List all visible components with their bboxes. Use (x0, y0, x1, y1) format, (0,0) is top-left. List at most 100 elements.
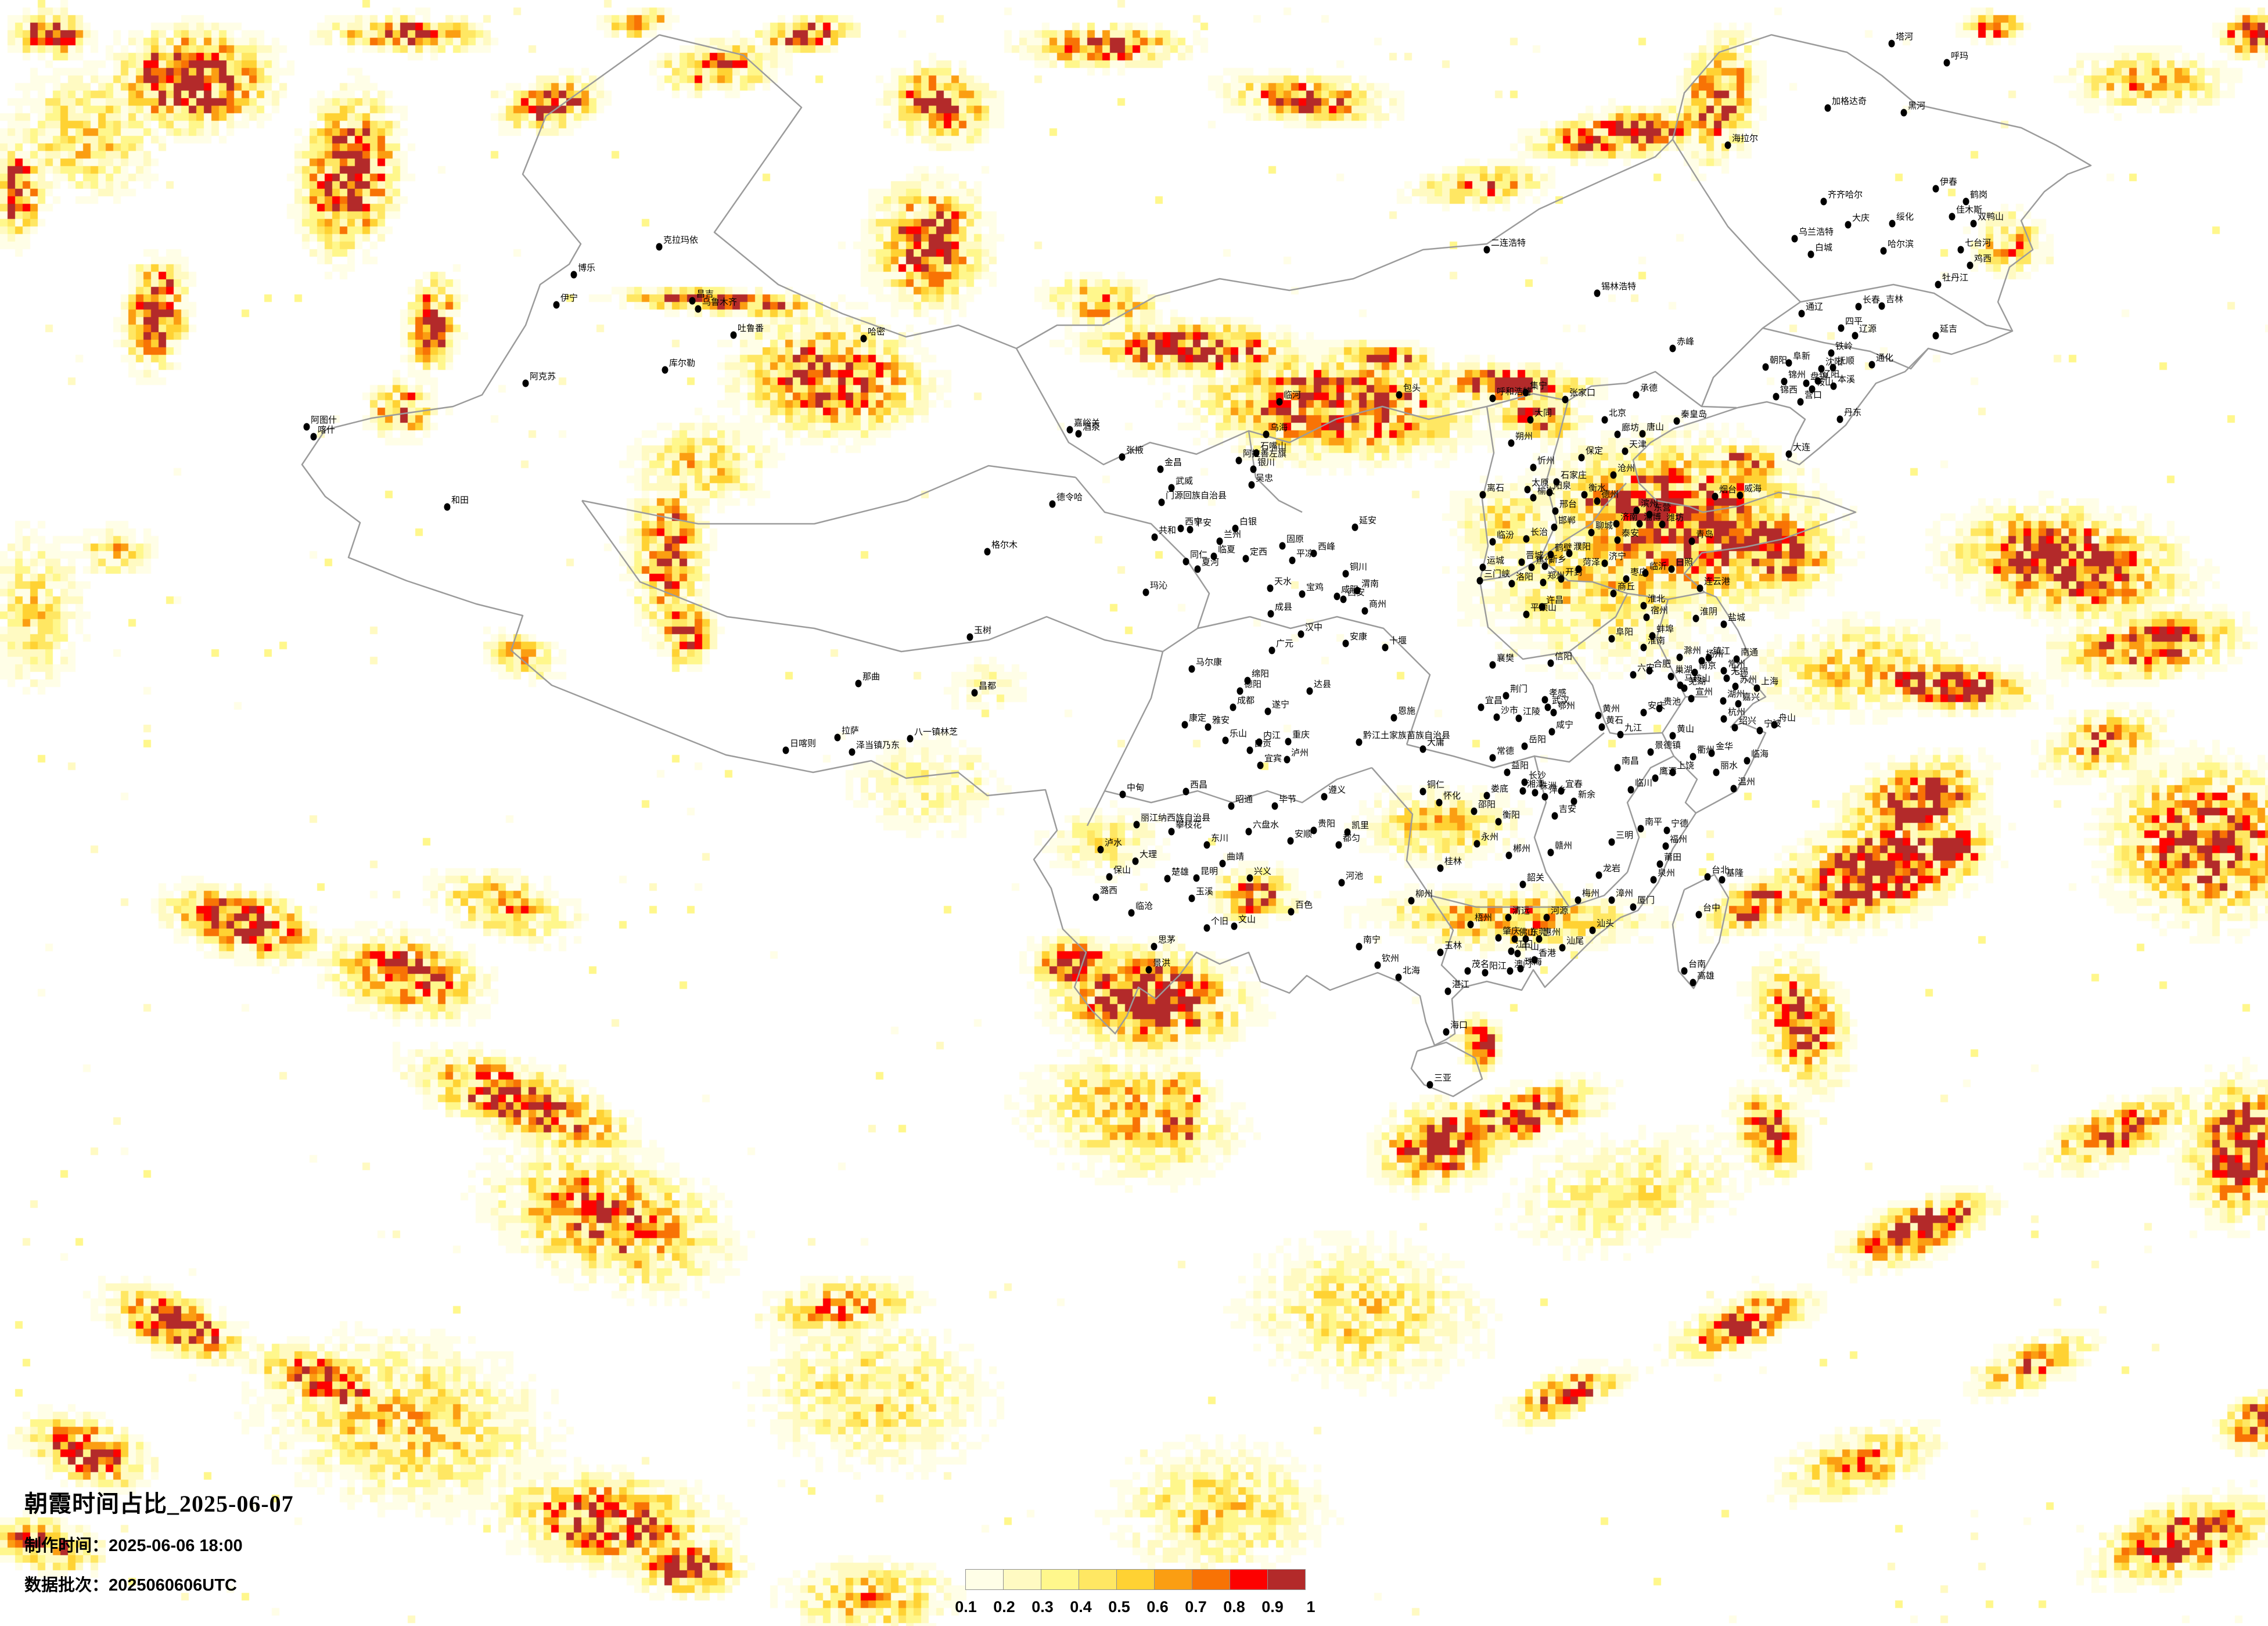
city-label: 凯里 (1352, 821, 1369, 830)
city-dot (1523, 610, 1530, 618)
city-dot (1824, 104, 1831, 112)
border-polyline (1539, 400, 1569, 559)
city-label: 加格达奇 (1832, 96, 1867, 106)
city-dot (1132, 857, 1139, 865)
city-dot (1522, 935, 1529, 943)
city-dot (1479, 491, 1486, 499)
city-label: 阳泉 (1554, 481, 1571, 491)
city-dot (1382, 643, 1389, 652)
city-dot (1547, 848, 1554, 857)
city-dot (1547, 551, 1554, 559)
city-dot (1495, 934, 1502, 942)
legend-box-0.7-0.8 (1192, 1569, 1230, 1590)
city-label: 上饶 (1677, 761, 1694, 771)
city-dot (1489, 538, 1496, 546)
city-label: 西昌 (1190, 780, 1207, 790)
city-dot (1253, 449, 1260, 457)
city-dot (1595, 871, 1602, 879)
border-polyline (301, 34, 2092, 1046)
city-dot (1187, 526, 1194, 534)
city-dot (1785, 450, 1792, 458)
city-dot (1578, 454, 1585, 462)
city-dot (1756, 726, 1763, 735)
city-dot (1698, 657, 1705, 665)
city-label: 同仁 (1190, 550, 1207, 560)
city-label: 丽水 (1720, 761, 1738, 771)
city-dot (1356, 942, 1363, 951)
city-dot (1119, 453, 1126, 461)
city-label: 娄底 (1491, 784, 1508, 794)
legend-box-0.2-0.3 (1003, 1569, 1041, 1590)
city-dot (1310, 549, 1317, 557)
city-label: 北京 (1609, 408, 1626, 418)
city-label: 梅州 (1582, 888, 1600, 898)
border-polyline (1479, 406, 1495, 581)
border-polyline (581, 500, 1198, 653)
city-label: 烟台 (1719, 485, 1737, 495)
city-dot (1390, 714, 1397, 722)
city-dot (1803, 379, 1810, 387)
city-dot (1521, 778, 1528, 786)
city-dot (1203, 924, 1210, 932)
legend-box-0.9-1 (1267, 1569, 1306, 1590)
city-label: 十堰 (1389, 636, 1407, 646)
city-dot (1237, 687, 1243, 695)
city-dot (1673, 417, 1680, 425)
legend-tick-labels: 0.1 0.2 0.3 0.4 0.5 0.6 0.7 0.8 0.9 1 (955, 1598, 1315, 1621)
city-label: 东川 (1211, 833, 1228, 843)
city-label: 南平 (1645, 817, 1662, 827)
city-label: 安康 (1350, 632, 1367, 642)
city-dot (1106, 873, 1113, 881)
city-label: 贵阳 (1318, 819, 1335, 829)
city-dot (1505, 851, 1512, 859)
city-label: 昭通 (1235, 794, 1253, 804)
city-label: 台中 (1703, 903, 1720, 913)
city-label: 汉中 (1305, 623, 1322, 632)
city-dot (1256, 738, 1263, 746)
legend-tick-label: 0.3 (1031, 1598, 1054, 1616)
city-label: 南昌 (1622, 756, 1639, 766)
city-dot (1408, 897, 1415, 905)
city-dot (1193, 874, 1200, 882)
city-label: 镇江 (1713, 646, 1730, 656)
city-dot (1798, 310, 1805, 318)
city-label: 玉溪 (1196, 887, 1213, 897)
city-label: 聊城 (1595, 521, 1613, 531)
city-dot (1511, 935, 1518, 943)
legend-box-0.8-0.9 (1230, 1569, 1268, 1590)
city-dot (1595, 711, 1602, 720)
city-label: 湘潭 (1527, 779, 1544, 789)
legend-tick-label: 0.4 (1070, 1598, 1092, 1616)
border-polyline (1479, 483, 1627, 582)
city-label: 上海 (1761, 677, 1778, 686)
city-label: 阳江 (1489, 961, 1507, 971)
city-label: 秦皇岛 (1681, 409, 1707, 419)
city-label: 芜湖 (1688, 677, 1706, 686)
city-label: 成都 (1237, 696, 1255, 706)
city-label: 台北 (1712, 865, 1729, 875)
city-dot (1505, 913, 1512, 922)
city-label: 景洪 (1153, 958, 1170, 968)
city-dot (1321, 793, 1328, 801)
city-label: 武威 (1176, 476, 1193, 486)
city-label: 中甸 (1127, 783, 1144, 793)
city-dot (1640, 708, 1647, 717)
city-dot (1495, 818, 1502, 826)
city-dot (1168, 828, 1175, 836)
city-dot (1528, 563, 1535, 571)
city-dot (1791, 235, 1798, 243)
city-dot (522, 379, 529, 387)
city-dot (1957, 246, 1964, 254)
city-dot (1753, 684, 1760, 692)
city-dot (1613, 520, 1620, 528)
city-label: 信阳 (1555, 652, 1572, 661)
city-dot (1356, 738, 1363, 746)
city-dot (1889, 220, 1896, 228)
border-polyline (1249, 616, 1431, 745)
city-dot (1878, 302, 1885, 310)
city-label: 八一镇林芝 (914, 727, 958, 737)
city-dot (1374, 961, 1381, 969)
city-dot (1092, 893, 1099, 901)
city-label: 阜阳 (1616, 627, 1633, 637)
city-dot (1285, 738, 1292, 746)
